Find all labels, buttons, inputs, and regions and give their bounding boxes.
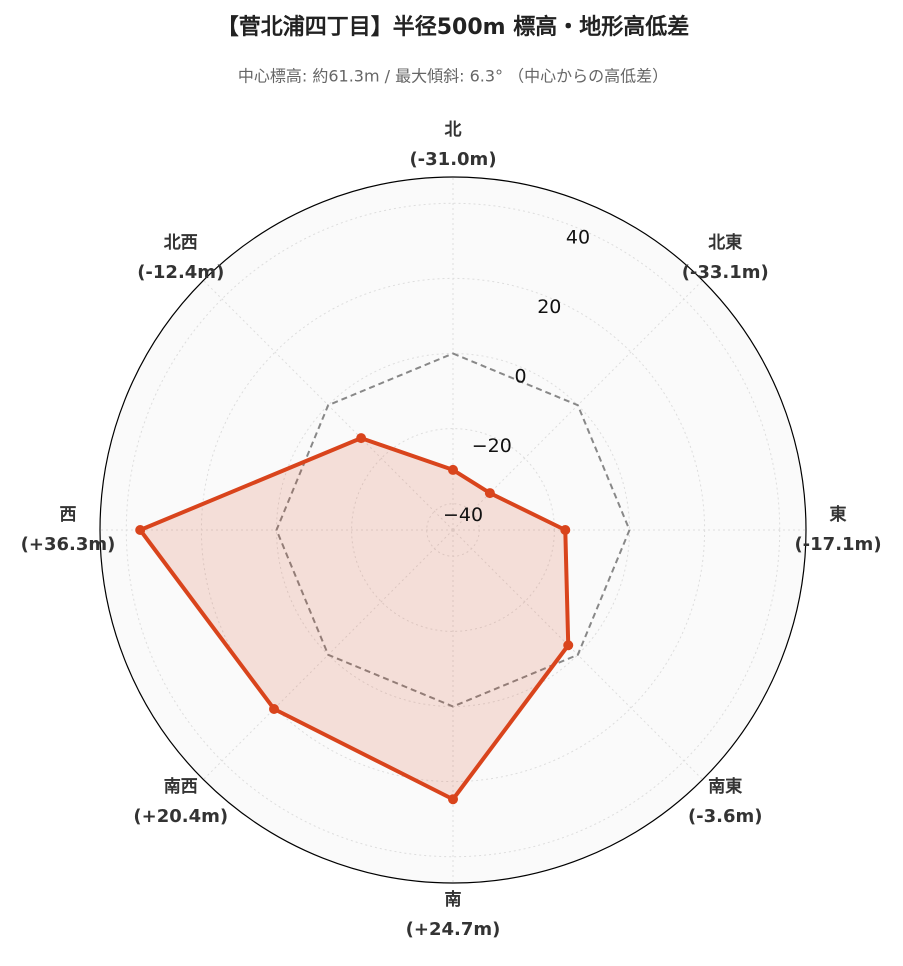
value-label: (+20.4m)	[133, 806, 228, 827]
radar-point	[448, 794, 458, 805]
category-label: 南東	[708, 776, 742, 797]
radar-point	[563, 640, 574, 651]
radar-point	[448, 464, 458, 475]
value-label: (-12.4m)	[137, 262, 224, 283]
r-tick-label: 0	[514, 365, 526, 387]
chart-subtitle: 中心標高: 約61.3m / 最大傾斜: 6.3° （中心からの高低差）	[238, 67, 668, 86]
value-label: (-33.1m)	[682, 262, 769, 283]
category-label: 東	[830, 504, 847, 525]
plot-border	[99, 176, 807, 884]
category-label: 南	[445, 889, 462, 910]
reference-line	[275, 352, 631, 708]
r-tick-label: −40	[443, 504, 483, 526]
category-label: 北西	[164, 233, 198, 253]
value-label: (-17.1m)	[794, 534, 881, 555]
category-label: 西	[60, 505, 77, 525]
r-tick-label: −20	[472, 435, 512, 457]
r-tick-label: 40	[566, 227, 590, 249]
radar-point	[560, 525, 571, 535]
value-label: (-31.0m)	[409, 149, 496, 170]
category-label: 北東	[708, 232, 742, 253]
r-tick-label: 20	[537, 296, 561, 318]
radar-point	[484, 488, 495, 499]
category-label: 北	[445, 120, 462, 140]
radar-point	[135, 525, 146, 535]
radar-point	[269, 703, 280, 714]
value-label: (-3.6m)	[688, 806, 763, 827]
radar-point	[356, 433, 367, 444]
value-label: (+24.7m)	[406, 919, 501, 940]
category-label: 南西	[164, 776, 198, 797]
chart-title: 【菅北浦四丁目】半径500m 標高・地形高低差	[217, 14, 690, 40]
value-label: (+36.3m)	[21, 534, 116, 555]
